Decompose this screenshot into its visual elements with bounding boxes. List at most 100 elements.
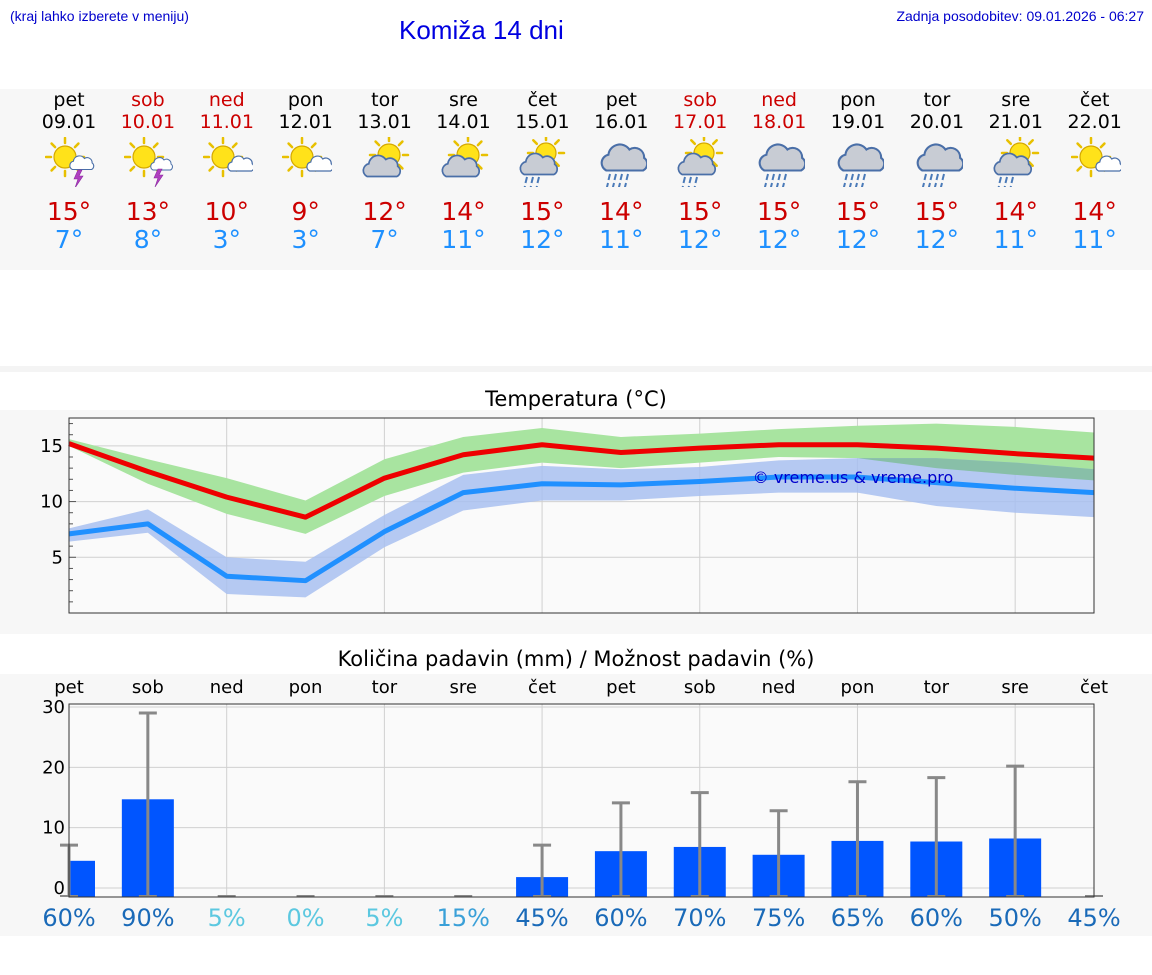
precip-chance-label: 90%: [121, 904, 174, 932]
max-temperature: 15°: [756, 197, 802, 226]
min-temperature: 12°: [756, 225, 802, 254]
day-column: pon 19.01 15° 12°: [818, 89, 898, 264]
cloud-sun-icon: [361, 134, 411, 187]
day-column: čet 15.01 15° 12°: [502, 89, 582, 264]
min-temp-line: [68, 474, 1095, 584]
day-name: pon: [840, 89, 876, 111]
min-temperature: 12°: [678, 225, 723, 254]
min-temperature: 3°: [291, 225, 320, 254]
y-tick-label: 30: [42, 697, 65, 718]
precip-bar: [69, 860, 95, 897]
day-column: ned 18.01 15° 12°: [739, 89, 819, 264]
min-temperature: 11°: [599, 225, 644, 254]
max-temp-line: [68, 441, 1095, 520]
day-date: 21.01: [988, 111, 1043, 133]
x-day-label: sre: [1001, 677, 1028, 698]
day-name: tor: [923, 89, 951, 111]
sun-cloud-thunder-icon: [44, 136, 95, 189]
day-date: 12.01: [278, 111, 333, 133]
min-temperature: 7°: [54, 225, 84, 254]
sun-cloud-rain-icon: [518, 133, 568, 193]
day-name: tor: [371, 89, 399, 111]
min-temp-range-band: [69, 458, 1094, 598]
day-column: pet 16.01 14° 11°: [581, 89, 661, 264]
y-tick-label: 10: [42, 818, 65, 839]
max-temperature: 13°: [125, 197, 171, 226]
day-name: ned: [761, 89, 797, 111]
x-day-label: tor: [372, 677, 398, 698]
max-temperature: 15°: [914, 197, 960, 226]
day-date: 09.01: [41, 111, 97, 133]
max-temperature: 14°: [599, 197, 644, 226]
day-name: sre: [1001, 89, 1031, 111]
cloud-rain-icon: [755, 137, 807, 190]
plot-frame: [68, 703, 1095, 898]
x-day-label: sob: [684, 677, 716, 698]
y-tick-label: 10: [40, 492, 63, 513]
precip-chance-label: 5%: [208, 904, 246, 932]
day-name: sre: [449, 89, 478, 111]
day-date: 20.01: [909, 111, 965, 133]
last-update: Zadnja posodobitev: 09.01.2026 - 06:27: [896, 8, 1144, 24]
location-hint: (kraj lahko izberete v meniju): [10, 8, 189, 24]
day-column: sob 17.01 15° 12°: [660, 89, 740, 264]
precip-chance-label: 60%: [594, 904, 647, 932]
day-date: 22.01: [1067, 111, 1122, 133]
day-date: 10.01: [120, 111, 176, 133]
min-temperature: 11°: [441, 225, 486, 254]
x-day-label: ned: [762, 677, 796, 698]
min-temperature: 8°: [133, 225, 163, 254]
sun-cloud-rain-icon: [676, 133, 726, 193]
x-day-label: sob: [132, 677, 164, 698]
sun-small-cloud-icon: [202, 136, 255, 187]
min-temperature: 11°: [1072, 225, 1117, 254]
page-title: Komiža 14 dni: [399, 15, 564, 45]
sun-thunder-icon: [123, 136, 174, 188]
max-temperature: 9°: [291, 197, 320, 226]
x-day-label: pon: [289, 677, 323, 698]
x-day-label: pet: [606, 677, 636, 698]
max-temperature: 15°: [520, 197, 565, 226]
day-column: pet 09.01 15° 7°: [29, 89, 109, 264]
day-column: sre 21.01 14° 11°: [976, 89, 1056, 264]
max-temperature: 14°: [1072, 197, 1117, 226]
precip-chance-label: 45%: [1067, 904, 1120, 932]
day-column: pon 12.01 9° 3°: [266, 89, 346, 264]
max-temperature: 15°: [678, 197, 723, 226]
day-column: čet 22.01 14° 11°: [1055, 89, 1135, 264]
temperature-chart-title: Temperatura (°C): [485, 387, 667, 411]
max-temperature: 12°: [362, 197, 407, 226]
precip-chance-label: 5%: [365, 904, 403, 932]
x-day-label: pet: [54, 677, 84, 698]
day-date: 15.01: [515, 111, 570, 133]
min-temperature: 7°: [370, 225, 399, 254]
day-name: pet: [605, 89, 637, 111]
day-column: tor 20.01 15° 12°: [897, 89, 977, 264]
day-date: 11.01: [199, 111, 254, 133]
day-name: čet: [1079, 89, 1110, 111]
precip-chance-label: 65%: [831, 904, 884, 932]
day-name: čet: [527, 89, 558, 111]
precip-chance-label: 70%: [673, 904, 726, 932]
cloud-rain-icon: [913, 137, 965, 190]
y-tick-label: 15: [40, 436, 63, 457]
min-temperature: 11°: [993, 225, 1038, 254]
precip-chance-label: 15%: [437, 904, 490, 932]
x-day-label: čet: [1080, 677, 1108, 698]
day-column: tor 13.01 12° 7°: [345, 89, 425, 264]
day-name: pet: [53, 89, 85, 111]
separator: [0, 366, 1152, 372]
precip-chance-label: 60%: [910, 904, 963, 932]
day-name: sob: [131, 89, 165, 111]
sun-cloud-rain-icon: [992, 133, 1042, 193]
x-day-label: pon: [841, 677, 875, 698]
day-date: 16.01: [594, 111, 649, 133]
day-date: 19.01: [830, 111, 886, 133]
max-temperature: 15°: [835, 197, 881, 226]
day-date: 13.01: [357, 111, 412, 133]
cloud-rain-icon: [597, 137, 649, 190]
day-date: 18.01: [751, 111, 807, 133]
day-date: 14.01: [436, 111, 491, 133]
x-day-label: ned: [210, 677, 244, 698]
